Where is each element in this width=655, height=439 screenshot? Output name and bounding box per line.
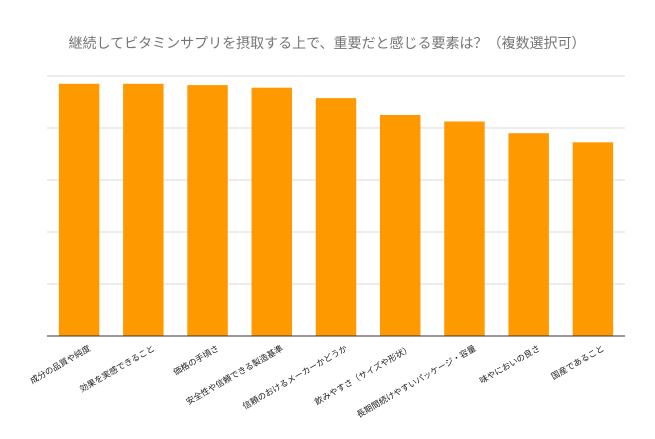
bar	[315, 98, 357, 336]
category-label: 味やにおいの良さ	[478, 343, 542, 387]
bar	[508, 133, 549, 336]
category-label: 成分の品質や純度	[28, 343, 93, 387]
category-label: 価格の手頃さ	[171, 343, 221, 378]
bar	[379, 115, 421, 336]
bar	[187, 85, 228, 336]
bar	[444, 121, 485, 336]
bars	[58, 83, 614, 336]
category-label: 国産であること	[549, 343, 606, 382]
bar	[58, 83, 100, 336]
chart-title: 継続してビタミンサプリを摂取する上で、重要だと感じる要素は？（複数選択可）	[68, 35, 585, 52]
category-label: 信頼のおけるメーカーかどうか	[241, 343, 350, 412]
bar	[572, 142, 614, 336]
bar	[251, 87, 293, 336]
category-label: 長期間続けやすいパッケージ・容量	[355, 343, 479, 421]
bar	[123, 83, 164, 336]
